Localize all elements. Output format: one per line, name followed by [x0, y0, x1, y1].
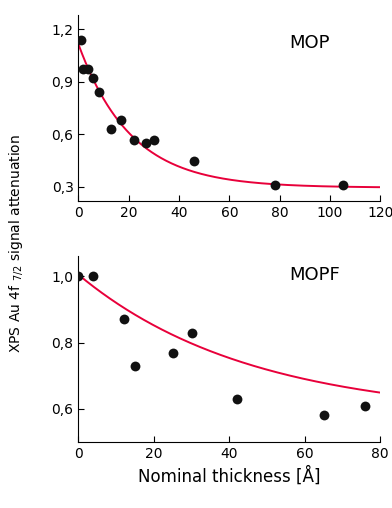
Point	[85, 66, 92, 74]
Point	[121, 315, 127, 324]
Point	[321, 411, 327, 420]
Point	[362, 401, 368, 409]
Point	[132, 362, 138, 370]
Point	[191, 156, 197, 165]
Point	[90, 74, 96, 82]
Point	[189, 329, 195, 337]
Point	[80, 66, 87, 74]
Point	[271, 181, 278, 189]
Point	[90, 272, 96, 280]
Point	[234, 395, 240, 403]
Text: XPS Au 4f $_{7/2}$ signal attenuation: XPS Au 4f $_{7/2}$ signal attenuation	[7, 134, 25, 354]
Point	[131, 136, 137, 144]
Point	[78, 36, 84, 44]
Text: MOP: MOP	[290, 34, 330, 52]
Point	[118, 116, 124, 124]
Point	[151, 136, 157, 144]
Text: MOPF: MOPF	[290, 266, 340, 283]
Point	[170, 348, 176, 357]
Point	[143, 139, 149, 147]
Point	[75, 272, 82, 280]
X-axis label: Nominal thickness [Å]: Nominal thickness [Å]	[138, 466, 321, 486]
Point	[108, 125, 114, 133]
Point	[339, 181, 346, 189]
Point	[95, 88, 102, 97]
